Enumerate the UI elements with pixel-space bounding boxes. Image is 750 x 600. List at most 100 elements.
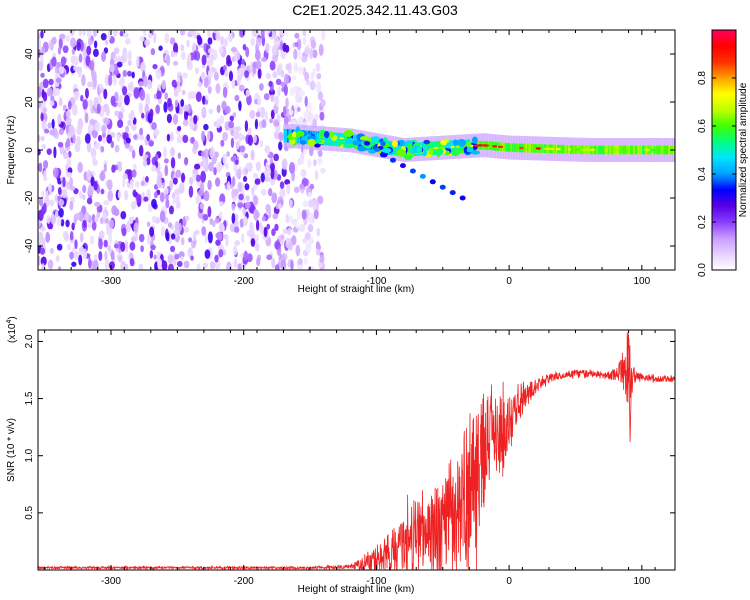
noise-blob: [234, 94, 240, 102]
noise-blob: [49, 199, 55, 207]
noise-blob: [39, 247, 46, 255]
noise-blob: [122, 70, 127, 78]
signal-core: [640, 145, 643, 155]
signal-peak: [545, 147, 551, 150]
noise-blob: [237, 202, 244, 209]
noise-blob: [101, 132, 106, 138]
noise-blob: [183, 104, 190, 112]
signal-blob: [428, 147, 434, 155]
noise-blob: [193, 114, 198, 125]
noise-blob: [103, 163, 107, 173]
noise-blob: [313, 208, 319, 220]
noise-blob: [306, 158, 312, 169]
noise-blob: [79, 191, 83, 199]
noise-blob: [45, 190, 49, 201]
noise-blob: [38, 31, 41, 41]
noise-blob: [84, 112, 89, 124]
noise-blob: [207, 231, 213, 244]
signal-peak: [492, 145, 498, 148]
noise-blob: [38, 239, 42, 246]
snr-panel: -300 -200 -100 0 100 0.5 1.0 1.5 2.0 Height of s…: [6, 316, 676, 595]
noise-blob: [78, 210, 84, 222]
noise-blob: [231, 188, 236, 199]
signal-core: [428, 141, 430, 156]
noise-blob: [133, 134, 138, 140]
noise-blob: [214, 177, 221, 187]
noise-blob: [252, 67, 257, 75]
signal-core: [633, 145, 636, 155]
colorbar-label: Normalized spectral amplitude: [738, 82, 749, 217]
noise-blob: [167, 254, 174, 264]
noise-blob: [295, 244, 301, 257]
noise-blob: [42, 107, 47, 114]
noise-blob: [57, 46, 62, 55]
noise-blob: [106, 134, 113, 144]
noise-blob: [155, 68, 162, 80]
noise-blob: [136, 193, 142, 204]
noise-blob: [215, 239, 221, 246]
noise-blob: [270, 163, 276, 172]
noise-blob: [231, 203, 236, 211]
noise-blob: [297, 49, 302, 60]
noise-blob: [212, 30, 219, 34]
noise-blob: [250, 238, 256, 247]
noise-blob: [174, 253, 180, 260]
noise-blob: [274, 223, 279, 231]
noise-blob: [296, 106, 301, 112]
noise-blob: [273, 153, 279, 162]
noise-blob: [114, 144, 120, 153]
noise-blob: [192, 140, 199, 150]
noise-blob: [284, 44, 290, 53]
noise-blob: [122, 178, 126, 188]
noise-blob: [151, 122, 157, 130]
noise-blob: [58, 97, 63, 107]
noise-blob: [50, 42, 54, 51]
noise-blob: [41, 263, 45, 270]
noise-blob: [91, 220, 97, 231]
noise-blob: [66, 158, 72, 170]
noise-blob: [41, 205, 46, 216]
noise-blob: [159, 192, 165, 203]
noise-blob: [316, 73, 322, 80]
y-tick-label: 1.0: [24, 448, 35, 462]
signal-blob: [470, 150, 481, 155]
noise-blob: [89, 235, 95, 245]
noise-blob: [92, 159, 98, 167]
noise-blob: [315, 200, 320, 212]
signal-core: [336, 132, 338, 147]
noise-blob: [47, 182, 52, 193]
noise-blob: [51, 36, 57, 45]
noise-blob: [98, 83, 104, 90]
noise-blob: [182, 134, 189, 144]
noise-blob: [219, 115, 225, 125]
noise-blob: [82, 194, 86, 201]
noise-blob: [190, 255, 194, 261]
noise-blob: [67, 100, 72, 111]
noise-blob: [146, 221, 151, 228]
signal-core: [531, 143, 534, 153]
noise-blob: [82, 248, 88, 260]
noise-blob: [69, 251, 74, 260]
noise-blob: [222, 249, 227, 256]
noise-blob: [146, 134, 150, 142]
noise-blob: [98, 250, 103, 262]
signal-blob: [391, 140, 399, 148]
noise-blob: [100, 169, 106, 182]
noise-blob: [253, 195, 259, 206]
noise-blob: [69, 30, 75, 37]
noise-blob: [222, 64, 227, 72]
signal-core: [324, 131, 326, 146]
noise-blob: [231, 176, 236, 187]
signal-core: [328, 132, 331, 146]
noise-blob: [294, 32, 300, 39]
noise-blob: [148, 140, 154, 147]
noise-blob: [282, 228, 289, 234]
signal-core: [598, 145, 601, 155]
noise-blob: [244, 70, 249, 79]
noise-blob: [49, 100, 55, 107]
noise-blob: [175, 169, 182, 178]
noise-blob: [255, 60, 262, 70]
noise-blob: [146, 233, 151, 245]
noise-blob: [218, 211, 223, 219]
